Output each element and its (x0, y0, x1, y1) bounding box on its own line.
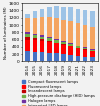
Bar (26, 40, 30, 51)
Bar (54, 53, 59, 61)
Bar (40, 9, 44, 17)
Bar (61, 20, 66, 41)
Bar (33, 34, 37, 35)
Bar (61, 41, 66, 42)
Legend: Compact fluorescent lamps, Fluorescent lamps, Incandescent lamps, High-pressure : Compact fluorescent lamps, Fluorescent l… (22, 80, 99, 106)
Bar (33, 18, 37, 34)
Bar (40, 52, 44, 61)
Bar (61, 7, 66, 20)
Bar (83, 49, 87, 50)
Bar (83, 50, 87, 57)
Bar (26, 32, 30, 34)
Bar (90, 50, 94, 51)
Bar (26, 14, 30, 18)
Bar (61, 42, 66, 44)
Bar (68, 43, 73, 44)
Bar (90, 51, 94, 57)
Bar (40, 39, 44, 41)
Bar (61, 44, 66, 45)
Bar (26, 18, 30, 32)
Bar (47, 38, 52, 41)
Bar (76, 23, 80, 46)
Bar (26, 37, 30, 40)
Bar (90, 27, 94, 50)
Bar (47, 37, 52, 38)
Bar (61, 54, 66, 61)
Bar (83, 10, 87, 25)
Bar (90, 11, 94, 27)
Bar (83, 25, 87, 47)
Bar (26, 51, 30, 61)
Bar (26, 34, 30, 37)
Bar (68, 55, 73, 61)
Bar (54, 40, 59, 43)
Bar (76, 48, 80, 56)
Bar (83, 48, 87, 49)
Bar (33, 52, 37, 61)
Bar (54, 39, 59, 40)
Bar (33, 11, 37, 18)
Bar (68, 44, 73, 46)
Bar (83, 47, 87, 48)
Bar (83, 57, 87, 61)
Bar (40, 41, 44, 52)
Bar (40, 17, 44, 35)
Bar (40, 37, 44, 39)
Bar (76, 46, 80, 48)
Bar (47, 7, 52, 17)
Bar (68, 7, 73, 21)
Bar (33, 40, 37, 52)
Bar (90, 57, 94, 61)
Bar (47, 41, 52, 42)
Bar (47, 17, 52, 37)
Bar (61, 45, 66, 54)
Bar (54, 43, 59, 53)
Bar (54, 18, 59, 39)
Bar (33, 38, 37, 40)
Y-axis label: Number of luminaires (M): Number of luminaires (M) (4, 6, 8, 59)
Bar (47, 53, 52, 61)
Bar (54, 6, 59, 18)
Bar (76, 56, 80, 61)
Bar (68, 46, 73, 55)
Bar (47, 42, 52, 53)
Bar (33, 35, 37, 38)
Bar (68, 21, 73, 43)
Bar (40, 35, 44, 37)
Bar (76, 9, 80, 23)
